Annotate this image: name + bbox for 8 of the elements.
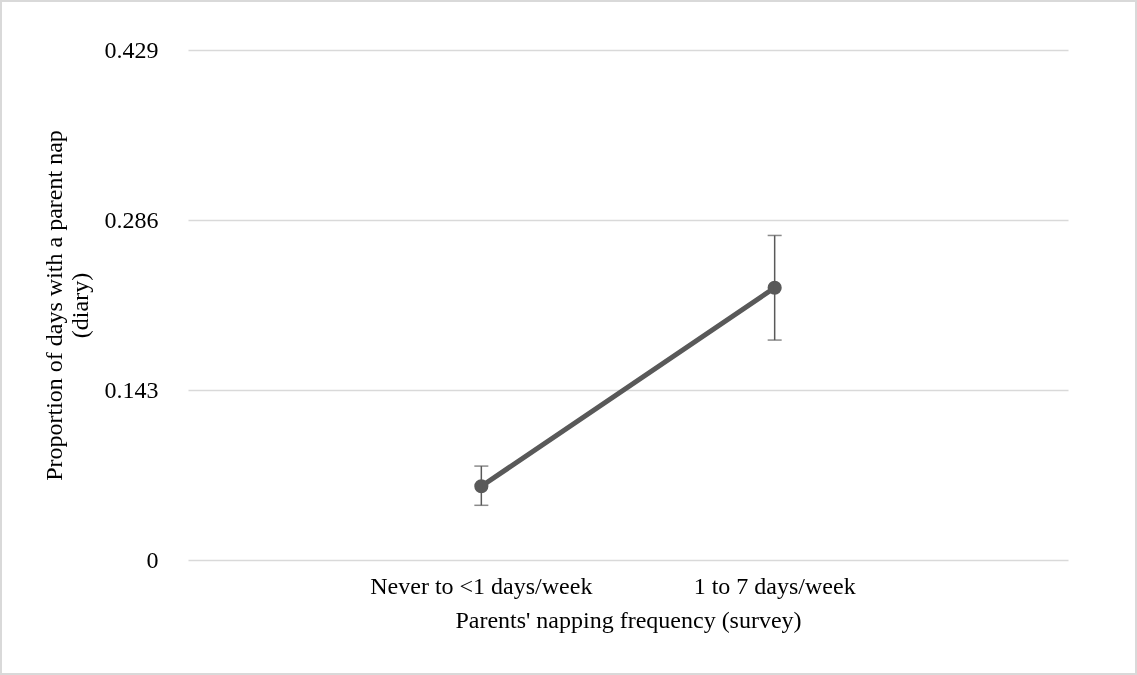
y-tick-label: 0.143 xyxy=(104,376,159,403)
x-tick-label: 1 to 7 days/week xyxy=(693,572,856,599)
x-axis-title: Parents' napping frequency (survey) xyxy=(455,606,802,633)
y-tick-label: 0 xyxy=(146,546,159,573)
y-axis-title: Proportion of days with a parent nap (diary) xyxy=(40,130,93,481)
x-tick-label: Never to <1 days/week xyxy=(370,572,593,599)
y-tick-label: 0.286 xyxy=(104,206,159,233)
y-tick-label: 0.429 xyxy=(104,36,159,63)
